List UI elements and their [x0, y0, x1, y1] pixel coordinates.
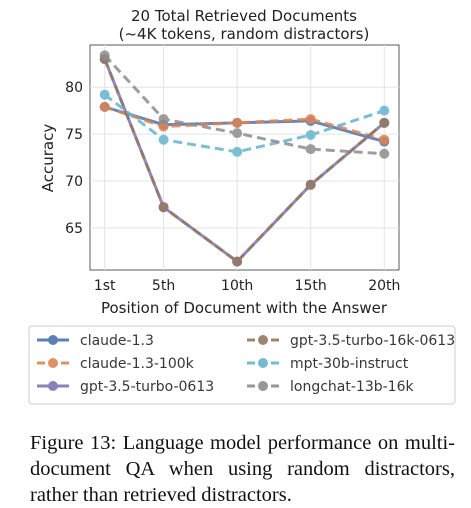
- legend-marker: [48, 335, 58, 345]
- series-longchat-13b-16k: [99, 50, 390, 159]
- legend-label: gpt-3.5-turbo-0613: [80, 379, 214, 395]
- figure-caption: Figure 13: Language model performance on…: [30, 432, 455, 506]
- legend-marker: [48, 358, 58, 368]
- legend-item: claude-1.3: [37, 333, 154, 349]
- data-point: [158, 114, 169, 125]
- data-point: [158, 134, 169, 145]
- x-tick-label: 20th: [368, 278, 400, 294]
- legend-item: claude-1.3-100k: [37, 356, 195, 372]
- plot-area: [89, 44, 400, 271]
- series-claude-1.3-100k: [99, 101, 390, 145]
- data-point: [379, 117, 390, 128]
- legend-item: gpt-3.5-turbo-16k-0613: [247, 333, 455, 349]
- legend-item: longchat-13b-16k: [247, 379, 414, 395]
- data-point: [305, 130, 316, 140]
- data-point: [305, 144, 316, 155]
- data-point: [158, 202, 169, 213]
- legend-label: mpt-30b-instruct: [290, 356, 409, 372]
- data-point: [99, 50, 110, 61]
- data-point: [379, 105, 390, 116]
- legend-label: longchat-13b-16k: [290, 379, 414, 395]
- data-point: [158, 121, 169, 132]
- data-point: [379, 134, 390, 145]
- data-point: [305, 114, 316, 125]
- legend-item: gpt-3.5-turbo-0613: [37, 379, 214, 395]
- chart: 20 Total Retrieved Documents (~4K tokens…: [28, 7, 456, 405]
- y-tick-label: 65: [65, 221, 83, 237]
- y-tick-label: 70: [65, 174, 83, 190]
- x-tick-label: 15th: [295, 278, 327, 294]
- legend-item: mpt-30b-instruct: [247, 356, 409, 372]
- legend-label: claude-1.3-100k: [80, 356, 195, 372]
- y-tick-label: 80: [65, 80, 83, 96]
- data-point: [232, 117, 243, 128]
- legend-label: claude-1.3: [80, 333, 154, 349]
- legend-marker: [258, 358, 268, 368]
- y-tick-label: 75: [65, 127, 83, 143]
- x-tick-label: 1st: [94, 278, 116, 294]
- x-tick-label: 10th: [221, 278, 253, 294]
- series-mpt-30b-instruct: [99, 89, 390, 157]
- data-point: [99, 89, 110, 100]
- data-point: [99, 101, 110, 112]
- legend-marker: [258, 381, 268, 391]
- chart-title-line-2: (~4K tokens, random distractors): [119, 25, 370, 43]
- data-point: [379, 148, 390, 159]
- x-tick-label: 5th: [152, 278, 175, 294]
- data-point: [232, 256, 243, 267]
- chart-title-line-1: 20 Total Retrieved Documents: [131, 7, 357, 25]
- x-axis-label: Position of Document with the Answer: [101, 299, 388, 317]
- data-point: [305, 179, 316, 190]
- data-point: [232, 146, 243, 157]
- legend-marker: [48, 381, 58, 391]
- legend-label: gpt-3.5-turbo-16k-0613: [290, 333, 455, 349]
- y-axis-label: Accuracy: [39, 124, 57, 193]
- legend-box: [28, 325, 456, 405]
- legend-marker: [258, 335, 268, 345]
- series-line: [103, 58, 386, 264]
- data-point: [232, 128, 243, 139]
